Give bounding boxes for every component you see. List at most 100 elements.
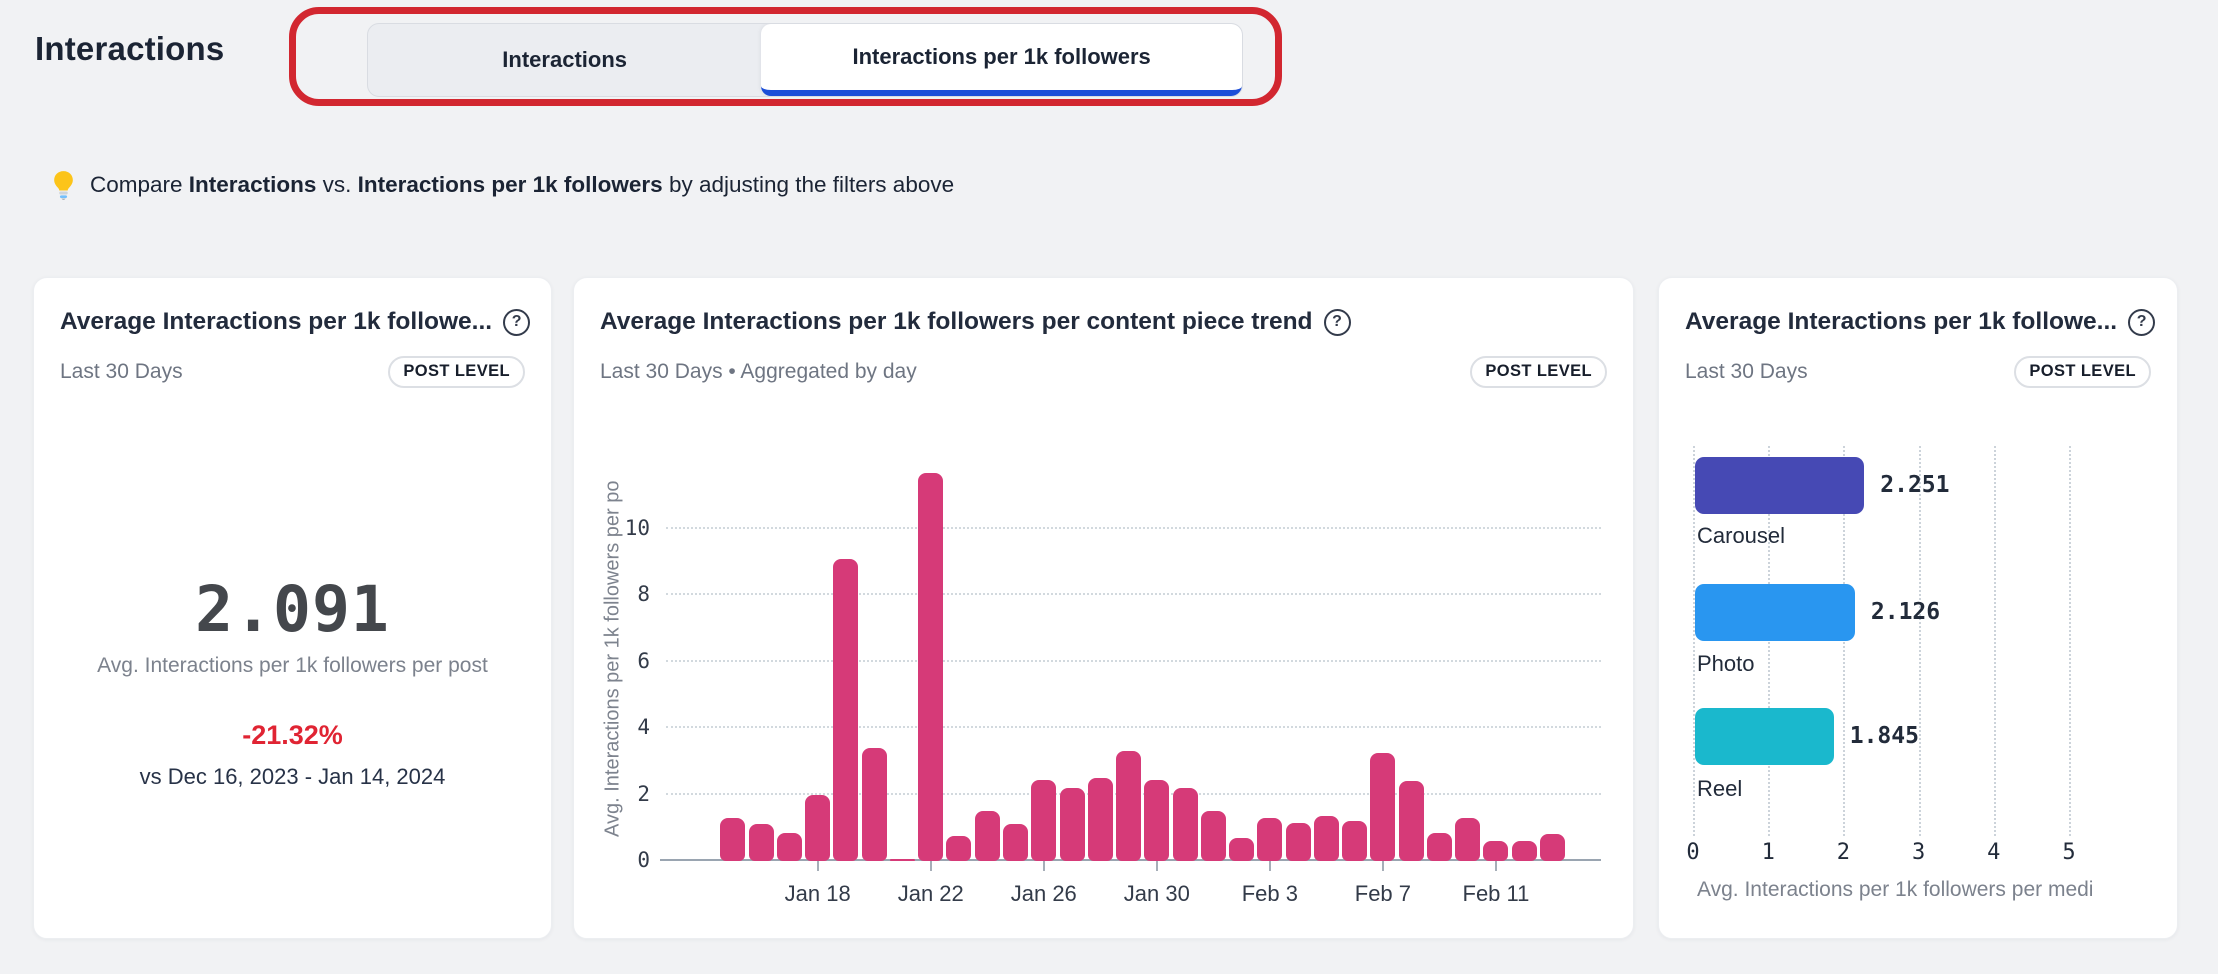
y-gridline-8 [666, 593, 1601, 596]
lightbulb-icon [54, 171, 73, 200]
help-icon[interactable]: ? [1323, 308, 1351, 336]
y-tick-label-4: 4 [637, 715, 650, 740]
tip-middle: vs. [316, 172, 358, 197]
tab-interactions-per-1k-followers[interactable]: Interactions per 1k followers [761, 24, 1242, 96]
trend-bar-feb-7[interactable] [1370, 753, 1396, 861]
media-x-tick-label-4: 4 [1987, 840, 2001, 865]
media-bar-value-reel: 1.845 [1849, 723, 1919, 749]
y-gridline-10 [666, 527, 1601, 530]
tip-metric-1: Interactions [188, 172, 317, 197]
trend-bar-feb-10[interactable] [1455, 817, 1481, 861]
trend-card-title: Average Interactions per 1k followers pe… [600, 308, 1313, 335]
y-tick-label-10: 10 [624, 516, 650, 541]
x-tick-label-jan-30: Jan 30 [1123, 881, 1190, 906]
summary-card: Average Interactions per 1k followe... ?… [33, 277, 552, 939]
trend-bar-jan-17[interactable] [776, 832, 802, 861]
tab-interactions[interactable]: Interactions [368, 24, 761, 96]
trend-bar-jan-28[interactable] [1087, 778, 1113, 861]
trend-bar-feb-9[interactable] [1426, 832, 1452, 861]
trend-bar-feb-2[interactable] [1229, 837, 1255, 861]
trend-bar-jan-23[interactable] [946, 836, 972, 861]
post-level-badge: POST LEVEL [388, 356, 525, 388]
trend-bar-feb-6[interactable] [1342, 821, 1368, 861]
media-x-tick-label-1: 1 [1761, 840, 1775, 865]
y-tick-label-6: 6 [637, 648, 650, 673]
summary-card-title: Average Interactions per 1k followe... [60, 308, 493, 335]
media-bar-value-carousel: 2.251 [1880, 472, 1950, 498]
help-icon[interactable]: ? [2128, 308, 2156, 336]
media-x-axis-label: Avg. Interactions per 1k followers per m… [1697, 878, 2094, 901]
trend-bar-feb-5[interactable] [1313, 816, 1339, 861]
metric-tabs: Interactions Interactions per 1k followe… [367, 23, 1243, 97]
help-icon[interactable]: ? [503, 308, 531, 336]
x-tick-label-feb-11: Feb 11 [1462, 881, 1530, 906]
trend-period: Last 30 Days • Aggregated by day [600, 360, 917, 383]
trend-bar-jan-27[interactable] [1059, 787, 1085, 861]
media-bar-label-photo: Photo [1697, 651, 1755, 676]
media-gridline-5 [2069, 446, 2071, 836]
x-tick-mark-3 [1155, 861, 1158, 871]
trend-bar-feb-1[interactable] [1200, 811, 1226, 861]
summary-comparison-period: vs Dec 16, 2023 - Jan 14, 2024 [139, 764, 446, 789]
trend-bar-jan-22[interactable] [918, 472, 944, 861]
media-plot: 0 1 2 3 4 5 2.251 Carousel 2.126 Photo 1.845 Reel [1686, 446, 2076, 865]
y-tick-label-8: 8 [637, 582, 650, 607]
media-period: Last 30 Days [1685, 360, 1808, 383]
media-bar-value-photo: 2.126 [1870, 599, 1941, 625]
trend-bar-feb-13[interactable] [1539, 834, 1565, 861]
trend-bar-feb-4[interactable] [1285, 822, 1311, 861]
x-tick-mark-0 [816, 861, 819, 871]
trend-bar-jan-20[interactable] [861, 748, 887, 861]
media-bar-label-reel: Reel [1697, 776, 1743, 801]
trend-card-title-row: Average Interactions per 1k followers pe… [600, 308, 1607, 336]
tip-text: Compare Interactions vs. Interactions pe… [90, 172, 954, 198]
trend-card: Average Interactions per 1k followers pe… [573, 277, 1634, 939]
trend-bar-jan-25[interactable] [1003, 824, 1028, 861]
media-gridline-1 [1768, 446, 1771, 836]
x-tick-mark-2 [1042, 861, 1045, 871]
post-level-badge: POST LEVEL [1470, 356, 1607, 388]
x-tick-label-jan-22: Jan 22 [897, 881, 964, 906]
x-tick-label-jan-18: Jan 18 [784, 881, 851, 906]
y-tick-label-0: 0 [637, 848, 650, 872]
x-tick-label-jan-26: Jan 26 [1010, 881, 1077, 906]
trend-bar-jan-18[interactable] [805, 794, 831, 861]
media-card-title-row: Average Interactions per 1k followe... ? [1685, 308, 2156, 336]
trend-bar-jan-31[interactable] [1172, 787, 1198, 861]
x-tick-label-feb-3: Feb 3 [1241, 881, 1298, 906]
media-bar-photo[interactable] [1695, 584, 1855, 641]
trend-bar-feb-3[interactable] [1257, 817, 1283, 861]
trend-bar-feb-11[interactable] [1483, 841, 1509, 861]
x-tick-mark-4 [1268, 861, 1271, 871]
y-tick-label-2: 2 [637, 781, 650, 806]
tab-interactions-per-1k-followers-label: Interactions per 1k followers [852, 44, 1151, 69]
trend-bar-jan-24[interactable] [974, 811, 1000, 861]
summary-delta: -21.32% [242, 720, 343, 750]
trend-bar-jan-29[interactable] [1116, 751, 1142, 861]
trend-bar-jan-26[interactable] [1031, 779, 1057, 861]
trend-bar-jan-19[interactable] [833, 558, 859, 861]
media-bar-carousel[interactable] [1695, 457, 1865, 514]
media-card: Average Interactions per 1k followe... ?… [1658, 277, 2178, 939]
media-x-tick-label-0: 0 [1686, 840, 1700, 865]
tip-suffix: by adjusting the filters above [662, 172, 955, 197]
page-title: Interactions [35, 30, 225, 67]
media-gridline-3 [1918, 446, 1921, 836]
media-gridline-2 [1843, 446, 1846, 836]
trend-bar-feb-12[interactable] [1511, 841, 1537, 861]
trend-bar-jan-15[interactable] [720, 817, 746, 861]
media-bar-reel[interactable] [1695, 708, 1834, 765]
summary-value-label: Avg. Interactions per 1k followers per p… [97, 654, 488, 677]
tab-interactions-label: Interactions [502, 47, 627, 72]
trend-bar-jan-30[interactable] [1144, 779, 1170, 861]
summary-card-title-row: Average Interactions per 1k followe... ? [60, 308, 531, 336]
trend-card-meta-row: Last 30 Days • Aggregated by day POST LE… [600, 356, 1607, 388]
trend-bar-jan-16[interactable] [748, 824, 774, 861]
trend-plot: Avg. Interactions per 1k followers per p… [602, 456, 1601, 906]
summary-card-meta-row: Last 30 Days POST LEVEL [60, 356, 525, 388]
trend-bar-jan-21[interactable] [889, 859, 915, 861]
trend-bar-feb-8[interactable] [1398, 781, 1424, 861]
media-x-tick-label-3: 3 [1911, 840, 1926, 865]
media-card-title: Average Interactions per 1k followe... [1685, 308, 2118, 335]
x-tick-mark-6 [1494, 861, 1497, 871]
